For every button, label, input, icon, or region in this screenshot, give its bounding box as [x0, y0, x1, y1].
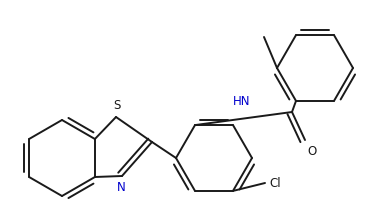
- Text: S: S: [113, 99, 121, 112]
- Text: N: N: [116, 181, 126, 194]
- Text: HN: HN: [233, 95, 251, 108]
- Text: O: O: [307, 145, 316, 158]
- Text: Cl: Cl: [269, 176, 280, 189]
